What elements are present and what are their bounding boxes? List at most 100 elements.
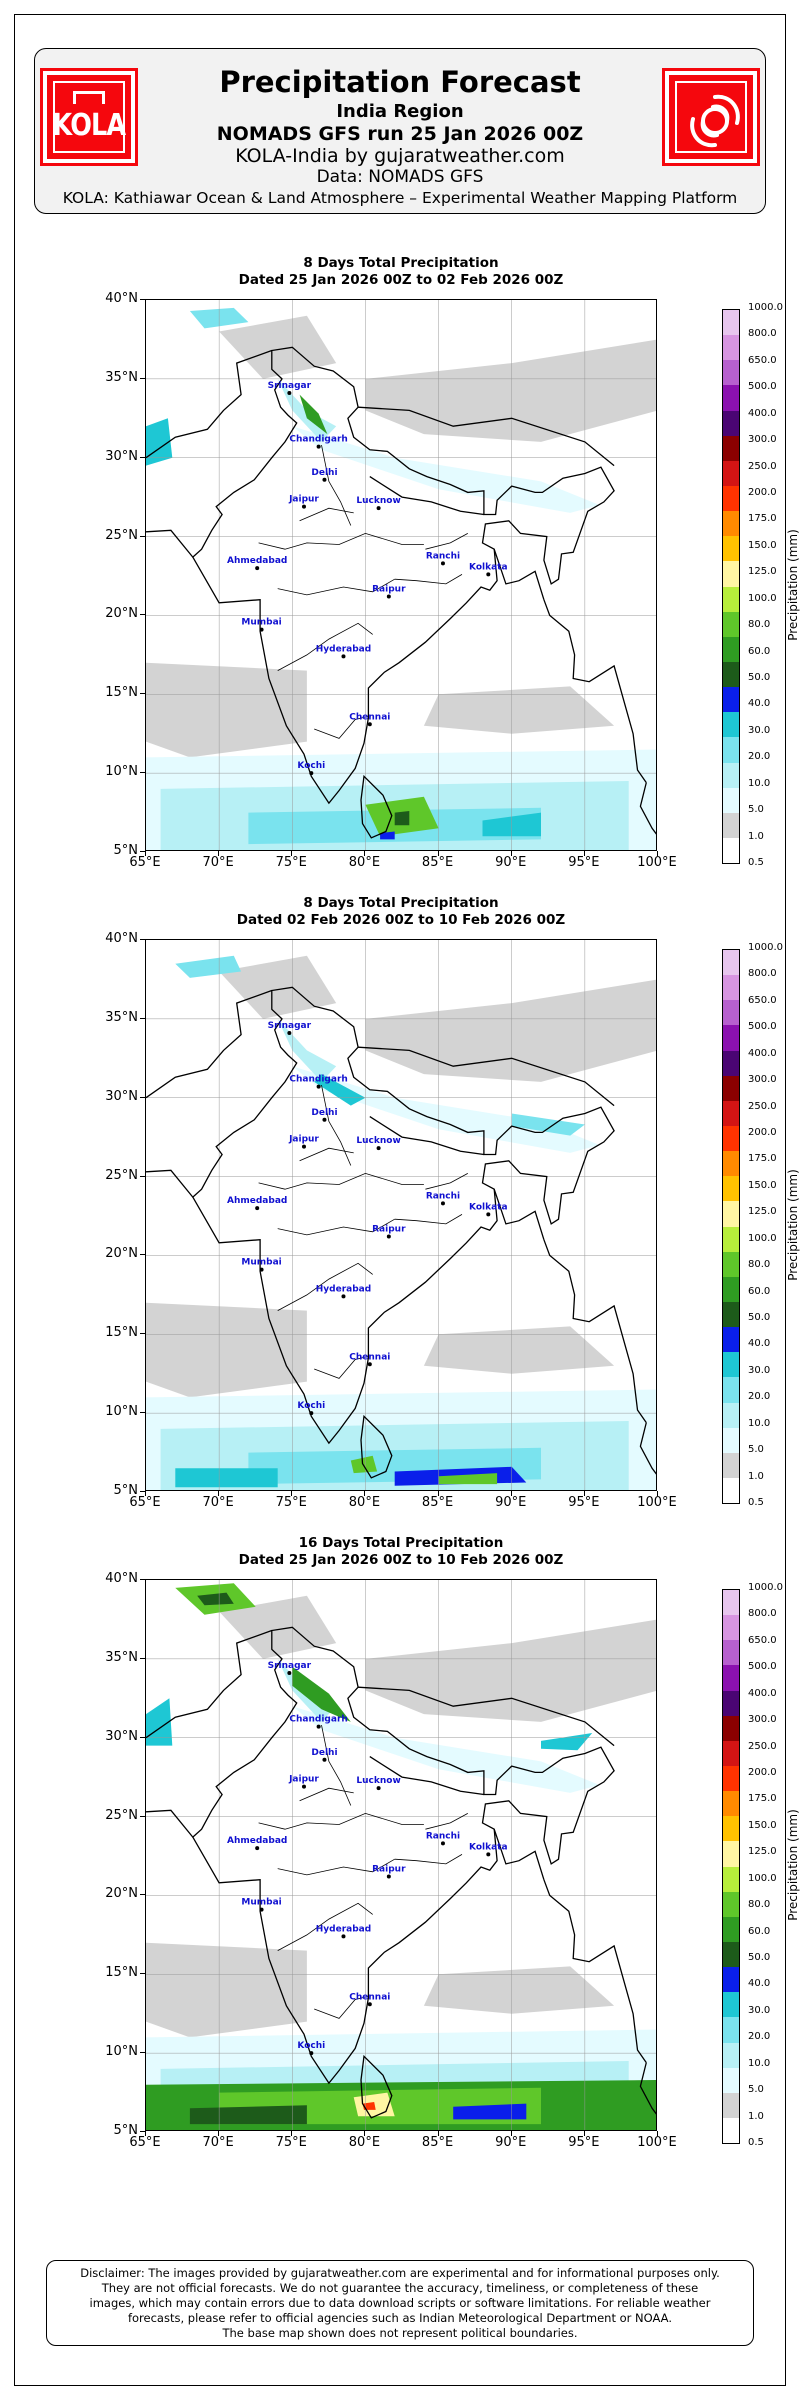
precip-contour: [350, 1455, 378, 1474]
colorbar-segment: [723, 1477, 739, 1504]
boundary-line: [191, 346, 615, 805]
tick-mark: [140, 456, 145, 458]
lon-tick-label: 80°E: [348, 1495, 381, 1510]
city-label: Srinagar: [268, 1021, 312, 1031]
colorbar-level: 10.0: [748, 1417, 771, 1429]
tick-mark: [140, 1175, 145, 1177]
colorbar-level: 650.0: [748, 1634, 777, 1646]
colorbar-segment: [723, 1690, 739, 1716]
precip-contour: [197, 1592, 234, 1606]
colorbar-segment: [723, 360, 739, 386]
city-label: Kolkata: [469, 1842, 508, 1852]
lat-tick-label: 30°N: [105, 1728, 138, 1744]
colorbar-segment: [723, 1276, 739, 1302]
tick-mark: [364, 851, 366, 856]
boundary-line: [543, 599, 647, 783]
city-marker: [367, 2002, 372, 2007]
tick-mark: [140, 1579, 145, 1580]
state-boundary: [425, 533, 468, 550]
colorbar-segment: [723, 611, 739, 637]
cyclone-logo: [662, 68, 760, 166]
tick-mark: [291, 851, 293, 856]
colorbar-segment: [723, 2017, 739, 2043]
tick-mark: [140, 1894, 145, 1896]
lon-tick-label: 90°E: [495, 855, 527, 870]
precip-contour: [175, 1468, 278, 1488]
page-frame: [14, 14, 786, 2386]
lon-tick-label: 90°E: [495, 2135, 527, 2150]
colorbar-level: 150.0: [748, 1819, 777, 1831]
city-label: Chandigarh: [289, 1075, 347, 1085]
colorbar-segment: [723, 1301, 739, 1328]
precip-contour: [146, 1942, 307, 2038]
colorbar-level: 300.0: [748, 1714, 777, 1726]
precip-contour: [299, 394, 328, 435]
boundary-line: [358, 1046, 615, 1107]
tick-mark: [140, 377, 145, 379]
precip-contour: [394, 811, 410, 826]
colorbar-level: 40.0: [748, 1338, 771, 1350]
tick-mark: [140, 1017, 145, 1019]
city-marker: [287, 391, 292, 396]
tick-mark: [510, 851, 512, 856]
city-marker: [301, 1144, 306, 1149]
boundary-line: [369, 1116, 484, 1156]
boundary-line: [369, 1756, 484, 1796]
colorbar-level: 150.0: [748, 1179, 777, 1191]
city-label: Lucknow: [356, 1136, 400, 1146]
tick-mark: [145, 851, 146, 856]
city-marker: [486, 1212, 491, 1217]
state-boundary: [299, 1787, 354, 1802]
colorbar: [722, 309, 740, 864]
tick-mark: [218, 851, 220, 856]
colorbar-level: 1.0: [748, 2110, 764, 2122]
lat-tick-label: 15°N: [105, 1965, 138, 1981]
colorbar-level: 80.0: [748, 619, 771, 631]
tick-mark: [364, 2131, 366, 2136]
city-label: Lucknow: [356, 496, 400, 506]
tick-mark: [657, 851, 658, 856]
lon-tick-label: 80°E: [348, 2135, 381, 2150]
city-label: Chennai: [349, 1352, 390, 1362]
city-marker: [259, 1907, 264, 1912]
precipitation-map: Srinagar Chandigarh Delhi Jaipur Lucknow Ahme…: [145, 299, 657, 851]
boundary-line: [358, 406, 615, 467]
colorbar-segment: [723, 1941, 739, 1968]
city-marker: [259, 1267, 264, 1272]
lat-tick-label: 40°N: [105, 291, 138, 306]
colorbar-level: 20.0: [748, 751, 771, 763]
state-boundary: [394, 1854, 463, 1865]
city-marker: [322, 1757, 327, 1762]
precip-contour: [365, 1619, 656, 1722]
precip-contour: [453, 2103, 527, 2120]
lon-tick-label: 75°E: [275, 2135, 307, 2150]
lat-tick-label: 5°N: [113, 1483, 139, 1498]
precip-contour: [292, 1706, 600, 1793]
city-marker: [259, 627, 264, 632]
city-label: Kochi: [297, 761, 325, 771]
colorbar-level: 400.0: [748, 1687, 777, 1699]
page-title: Precipitation Forecast: [219, 65, 581, 99]
colorbar-segment: [723, 435, 739, 461]
boundary-line: [146, 989, 273, 1099]
colorbar-segment: [723, 2092, 739, 2118]
city-label: Delhi: [311, 468, 337, 478]
tick-mark: [437, 1491, 439, 1496]
precip-contour: [292, 426, 600, 513]
lon-tick-label: 70°E: [202, 855, 234, 870]
city-label: Ahmedabad: [227, 1196, 287, 1206]
colorbar-level: 1000.0: [748, 1582, 783, 1593]
lat-tick-label: 20°N: [105, 1246, 138, 1262]
precipitation-map: Srinagar Chandigarh Delhi Jaipur Lucknow Ahme…: [145, 939, 657, 1491]
boundary-line: [543, 1239, 647, 1423]
panel-dates: Dated 25 Jan 2026 00Z to 02 Feb 2026 00Z: [238, 272, 564, 288]
colorbar-segment: [723, 2042, 739, 2068]
city-label: Kochi: [297, 2041, 325, 2051]
city-label: Chandigarh: [289, 1715, 347, 1725]
boundary-line: [191, 986, 615, 1445]
colorbar-segment: [723, 460, 739, 486]
colorbar-segment: [723, 661, 739, 688]
colorbar-level: 0.5: [748, 1497, 764, 1508]
city-label: Kochi: [297, 1401, 325, 1411]
panel-title: 8 Days Total Precipitation: [303, 255, 499, 271]
